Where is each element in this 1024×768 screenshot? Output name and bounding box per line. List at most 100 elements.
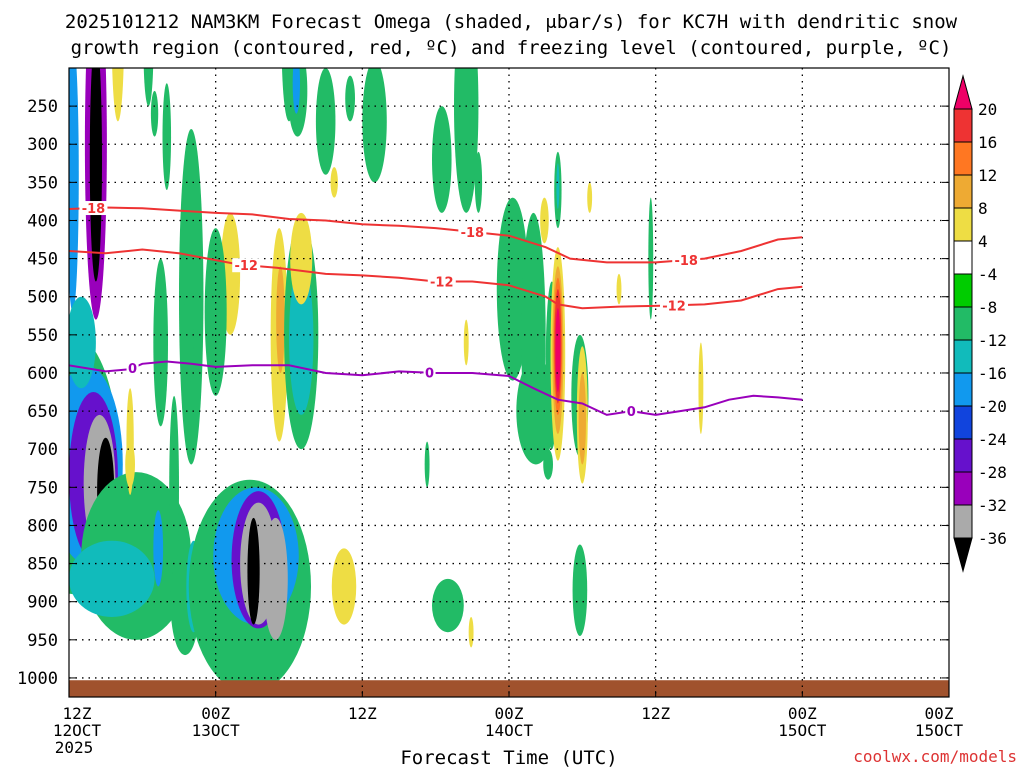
omega-cell <box>454 68 479 213</box>
colorbar-label: -36 <box>978 529 1007 548</box>
colorbar: 20 16 12 8 4 -4 -8 -12 -16 -20 -24 -28 -32 -36 <box>953 74 1007 573</box>
colorbar-label: -8 <box>978 298 997 317</box>
colorbar-segment <box>953 207 973 242</box>
contour-label-bg <box>458 224 487 239</box>
colorbar-label: -24 <box>978 430 1007 449</box>
omega-cell <box>292 68 300 114</box>
x-tick-label: 12Z <box>348 704 377 723</box>
contour-label-bg <box>427 274 456 289</box>
y-tick-label: 350 <box>27 173 58 193</box>
x-axis-label: Forecast Time (UTC) <box>400 747 617 768</box>
omega-cell <box>89 68 102 282</box>
omega-cell <box>153 510 164 587</box>
colorbar-segment <box>953 108 973 143</box>
contour-label-bg <box>126 361 139 376</box>
omega-cell <box>315 68 336 175</box>
y-axis: 250 300 350 400 450 500 550 600 650 700 750 800 850 9… <box>17 97 949 689</box>
ground-layer <box>69 680 949 697</box>
y-tick-label: 1000 <box>17 669 58 689</box>
colorbar-label: 8 <box>978 199 988 218</box>
y-tick-label: 900 <box>27 593 58 613</box>
y-tick-label: 650 <box>27 402 58 422</box>
colorbar-segment <box>953 405 973 440</box>
omega-cell <box>698 342 704 434</box>
contour-label-bg <box>79 201 108 216</box>
colorbar-segment <box>953 537 973 573</box>
y-tick-label: 250 <box>27 97 58 117</box>
contour-label: -18 <box>82 202 106 217</box>
omega-shading <box>69 68 704 694</box>
contour-label-bg <box>660 298 688 313</box>
omega-cell <box>345 75 355 122</box>
omega-cell <box>555 308 561 393</box>
chart-title-line1: 2025101212 NAM3KM Forecast Omega (shaded… <box>65 11 958 33</box>
y-tick-label: 950 <box>27 631 58 651</box>
contour-label: -12 <box>234 259 258 274</box>
x-tick-label: 13OCT <box>192 721 241 740</box>
colorbar-label: -32 <box>978 496 1007 515</box>
omega-cell <box>126 388 134 495</box>
contour-label: -12 <box>430 275 454 290</box>
y-tick-label: 600 <box>27 364 58 384</box>
contour-label: 0 <box>425 367 434 382</box>
contour-label-bg <box>625 404 638 419</box>
omega-cell <box>616 273 622 305</box>
x-tick-label: 12Z <box>63 704 92 723</box>
contour-label-bg <box>232 258 261 273</box>
omega-cell <box>543 449 553 480</box>
omega-cell <box>204 228 227 396</box>
ground-band <box>69 680 949 697</box>
omega-cell <box>263 517 288 640</box>
colorbar-label: 4 <box>978 232 988 251</box>
colorbar-label: -20 <box>978 397 1007 416</box>
y-tick-label: 450 <box>27 250 58 270</box>
omega-cell <box>578 372 586 465</box>
colorbar-segment <box>953 504 973 539</box>
omega-cell <box>362 68 387 183</box>
grid-lines <box>69 68 949 697</box>
colorbar-label: -4 <box>978 265 997 284</box>
contour-label-bg <box>423 365 436 380</box>
contour-label: 0 <box>627 405 636 420</box>
x-tick-label: 12Z <box>641 704 670 723</box>
x-tick-label: 12OCT <box>53 721 102 740</box>
colorbar-segment <box>953 174 973 209</box>
omega-cell <box>468 616 474 648</box>
omega-cell <box>289 262 314 415</box>
colorbar-label: 20 <box>978 100 997 119</box>
colorbar-label: -28 <box>978 463 1007 482</box>
omega-cell <box>556 163 560 210</box>
colorbar-segment <box>953 240 973 275</box>
y-tick-label: 750 <box>27 478 58 498</box>
omega-cell <box>463 319 469 366</box>
colorbar-label: -12 <box>978 331 1007 350</box>
omega-cell <box>331 548 357 625</box>
colorbar-segment <box>953 471 973 506</box>
omega-cell <box>153 258 169 427</box>
x-tick-label: 15OCT <box>915 721 964 740</box>
chart-title-line2: growth region (contoured, red, ºC) and f… <box>71 37 952 59</box>
omega-cell <box>150 90 159 137</box>
contour-line-freezing_level_0 <box>69 360 803 416</box>
x-tick-label: 00Z <box>925 704 954 723</box>
y-tick-label: 850 <box>27 555 58 575</box>
x-tick-label: 2025 <box>55 738 94 757</box>
omega-cell <box>276 266 285 373</box>
contour-label: -18 <box>674 254 698 269</box>
colorbar-segment <box>953 372 973 407</box>
contour-label: 0 <box>128 362 137 377</box>
y-tick-label: 550 <box>27 326 58 346</box>
colorbar-segment <box>953 141 973 176</box>
x-tick-label: 00Z <box>495 704 524 723</box>
omega-cell <box>69 296 96 389</box>
y-tick-label: 700 <box>27 440 58 460</box>
x-tick-label: 00Z <box>201 704 230 723</box>
omega-cell <box>290 212 313 305</box>
omega-cell <box>330 167 338 198</box>
omega-cell <box>648 197 654 320</box>
y-tick-label: 500 <box>27 288 58 308</box>
colorbar-label: 16 <box>978 133 997 152</box>
contour-label: -18 <box>461 226 485 241</box>
